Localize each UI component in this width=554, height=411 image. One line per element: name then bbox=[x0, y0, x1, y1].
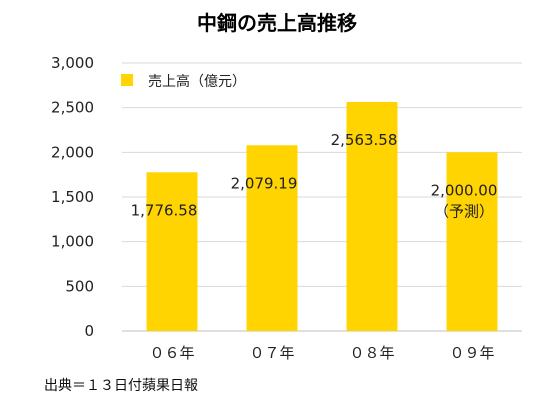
y-tick-label: 1,000 bbox=[51, 233, 94, 251]
chart-title: 中鋼の売上高推移 bbox=[197, 11, 357, 35]
x-tick-label: ０７年 bbox=[249, 344, 294, 362]
bars bbox=[146, 101, 498, 332]
x-tick-label: ０９年 bbox=[449, 344, 494, 362]
y-tick-label: 500 bbox=[65, 277, 94, 295]
data-label: 1,776.58 bbox=[131, 201, 198, 219]
data-labels: 1,776.58 2,079.19 2,563.58 2,000.00 （予測） bbox=[131, 131, 498, 220]
y-tick-label: 0 bbox=[84, 322, 94, 340]
bar bbox=[446, 152, 498, 331]
x-tick-label: ０６年 bbox=[149, 344, 194, 362]
x-tick-label: ０８年 bbox=[349, 344, 394, 362]
x-axis-ticks: ０６年 ０７年 ０８年 ０９年 bbox=[149, 344, 494, 362]
bar bbox=[146, 172, 198, 331]
legend-label: 売上高（億元） bbox=[148, 73, 246, 90]
bar bbox=[346, 101, 398, 332]
data-label-note: （予測） bbox=[434, 202, 494, 220]
data-label: 2,563.58 bbox=[331, 131, 398, 149]
y-tick-label: 1,500 bbox=[51, 188, 94, 206]
y-tick-label: 2,500 bbox=[51, 99, 94, 117]
y-tick-label: 2,000 bbox=[51, 143, 94, 161]
data-label: 2,000.00 bbox=[431, 181, 498, 199]
y-axis-ticks: 0 500 1,000 1,500 2,000 2,500 3,000 bbox=[51, 54, 94, 340]
y-tick-label: 3,000 bbox=[51, 54, 94, 72]
source-note: 出典＝１３日付蘋果日報 bbox=[44, 378, 198, 394]
legend: 売上高（億元） bbox=[121, 73, 246, 90]
data-label: 2,079.19 bbox=[231, 174, 298, 192]
bar bbox=[246, 145, 298, 331]
legend-swatch bbox=[121, 74, 133, 86]
